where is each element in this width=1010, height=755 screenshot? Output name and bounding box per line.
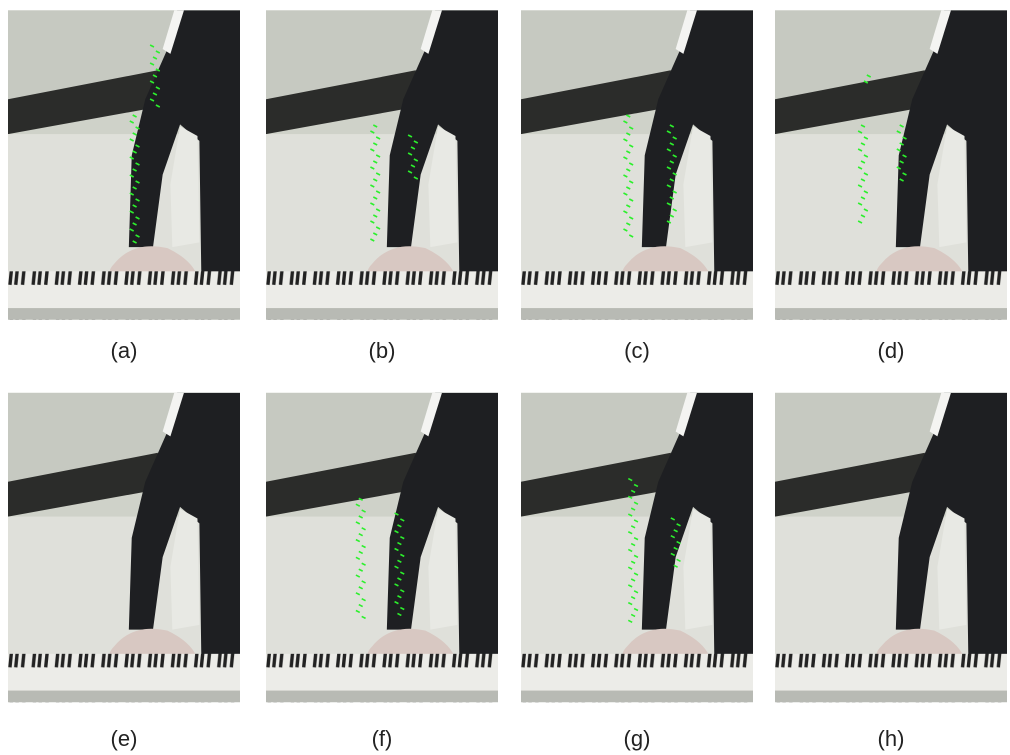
panel-label: (b) xyxy=(369,338,396,363)
page: {"panels": [{"label": "(a)"}, {"label": … xyxy=(0,0,1010,755)
panel-image xyxy=(521,10,753,319)
image-panel xyxy=(521,393,753,702)
panel-label: (c) xyxy=(624,338,650,363)
panel-label: (d) xyxy=(878,338,905,363)
panel-image xyxy=(775,393,1007,702)
panel-label: (g) xyxy=(624,726,651,751)
image-panel xyxy=(8,10,240,319)
image-panel xyxy=(8,393,240,702)
panel-image xyxy=(521,393,753,702)
panel-label: (f) xyxy=(372,726,393,751)
panel-image xyxy=(266,10,498,319)
image-panel xyxy=(775,393,1007,702)
image-panel xyxy=(266,393,498,702)
panel-image xyxy=(8,393,240,702)
panel-label: (h) xyxy=(878,726,905,751)
panel-image xyxy=(775,10,1007,319)
panel-label: (a) xyxy=(111,338,138,363)
image-panel xyxy=(775,10,1007,319)
panel-label: (e) xyxy=(111,726,138,751)
image-panel xyxy=(521,10,753,319)
panel-image xyxy=(8,10,240,319)
panel-image xyxy=(266,393,498,702)
image-panel xyxy=(266,10,498,319)
figure: (a) (b) (c) (d) (e) (f) (g) (h) xyxy=(0,0,1010,755)
